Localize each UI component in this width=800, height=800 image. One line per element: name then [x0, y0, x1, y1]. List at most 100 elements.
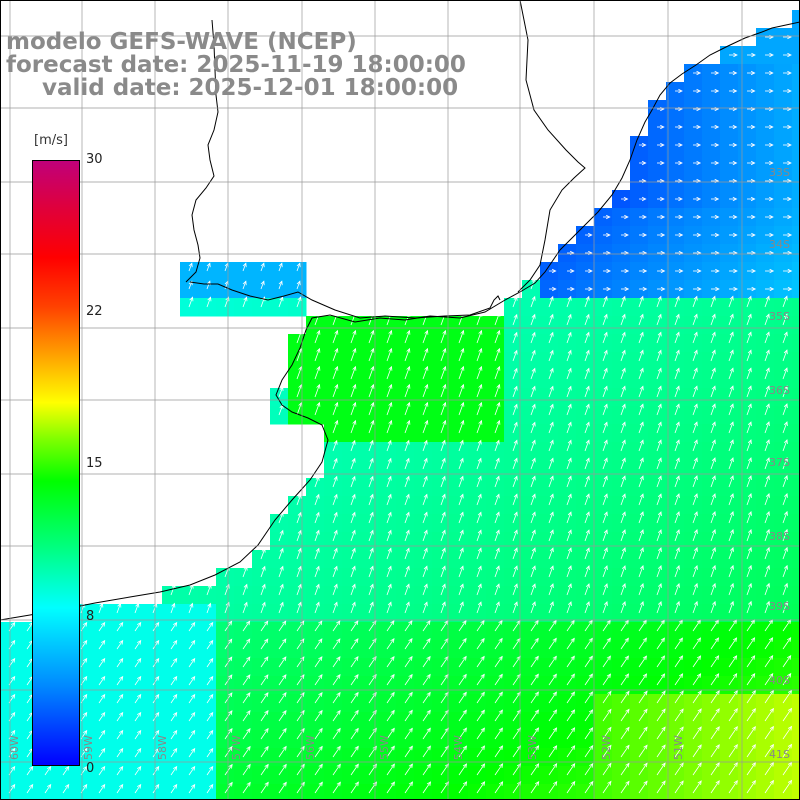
field-cell — [612, 298, 631, 317]
wind-arrow-head — [390, 781, 395, 787]
field-cell — [522, 604, 541, 623]
wind-arrow-head — [390, 655, 395, 661]
field-cell — [414, 406, 433, 425]
field-cell — [558, 406, 577, 425]
wind-arrow — [566, 332, 572, 344]
field-cell — [540, 730, 559, 749]
field-cell — [702, 532, 721, 551]
colorbar — [32, 160, 80, 766]
field-cell — [162, 658, 181, 677]
wind-arrow-head — [642, 268, 648, 274]
wind-arrow — [656, 601, 662, 614]
field-cell — [396, 532, 415, 551]
wind-arrow-head — [607, 726, 612, 732]
forecast-date: forecast date: 2025-11-19 18:00:00 — [6, 52, 466, 78]
wind-arrow — [710, 655, 719, 668]
wind-arrow — [530, 674, 539, 686]
wind-arrow-head — [369, 601, 374, 607]
wind-arrow-head — [747, 493, 752, 498]
wind-arrow-head — [315, 565, 320, 571]
wind-arrow-head — [137, 693, 142, 699]
wind-arrow-head — [424, 347, 429, 353]
field-cell — [378, 658, 397, 677]
field-cell — [630, 532, 649, 551]
field-cell — [198, 280, 217, 299]
field-cell — [270, 748, 289, 767]
field-cell — [360, 658, 379, 677]
wind-arrow-head — [732, 637, 738, 642]
field-cell — [774, 514, 793, 533]
wind-arrow — [134, 622, 142, 632]
field-cell — [126, 658, 145, 677]
wind-arrow — [404, 566, 410, 578]
wind-arrow — [728, 350, 734, 362]
wind-arrow-head — [787, 707, 793, 713]
field-cell — [0, 766, 19, 785]
field-cell — [666, 766, 685, 785]
wind-arrow — [368, 548, 374, 560]
wind-arrow — [656, 529, 662, 542]
wind-arrow — [260, 710, 269, 722]
wind-arrow-head — [660, 232, 666, 238]
wind-arrow — [476, 763, 485, 776]
wind-arrow — [134, 640, 142, 650]
wind-arrow — [746, 619, 755, 632]
wind-arrow-head — [729, 331, 734, 337]
wind-arrow-head — [696, 655, 702, 660]
wind-arrow — [674, 708, 684, 722]
wind-arrow — [422, 366, 428, 380]
wind-arrow — [746, 601, 752, 614]
field-cell — [414, 424, 433, 443]
wind-arrow-head — [460, 383, 465, 389]
field-cell — [504, 496, 523, 515]
field-cell — [360, 514, 379, 533]
wind-arrow-head — [765, 510, 770, 516]
field-cell — [756, 334, 775, 353]
wind-arrow-head — [225, 583, 230, 589]
field-cell — [558, 712, 577, 731]
wind-arrow-head — [567, 601, 572, 606]
wind-arrow — [350, 674, 359, 686]
field-cell — [234, 568, 253, 587]
wind-arrow — [332, 764, 341, 776]
field-cell — [432, 712, 451, 731]
field-cell — [198, 604, 217, 623]
wind-arrow-head — [369, 439, 374, 445]
wind-arrow-head — [534, 709, 539, 715]
wind-arrow-head — [333, 493, 338, 499]
wind-arrow — [764, 637, 773, 650]
wind-arrow-head — [657, 331, 662, 337]
field-cell — [792, 82, 800, 101]
field-cell — [594, 640, 613, 659]
field-cell — [414, 604, 433, 623]
wind-arrow — [278, 602, 284, 614]
field-cell — [270, 550, 289, 569]
wind-arrow — [422, 781, 431, 794]
wind-arrow-head — [173, 657, 178, 663]
wind-arrow-head — [228, 656, 233, 662]
field-cell — [792, 154, 800, 173]
wind-arrow — [710, 565, 716, 578]
wind-arrow — [26, 676, 34, 686]
wind-arrow-head — [478, 383, 483, 389]
wind-arrow — [278, 782, 287, 794]
field-cell — [162, 730, 181, 749]
wind-arrow-head — [243, 583, 248, 589]
wind-arrow-head — [351, 565, 356, 571]
field-cell — [306, 388, 325, 407]
wind-arrow-head — [787, 779, 793, 785]
wind-arrow-head — [661, 744, 666, 750]
wind-arrow-head — [387, 457, 392, 463]
wind-arrow — [764, 762, 774, 776]
field-cell — [648, 316, 667, 335]
field-cell — [270, 532, 289, 551]
wind-arrow — [350, 710, 359, 722]
wind-arrow-head — [300, 620, 305, 626]
field-cell — [666, 586, 685, 605]
field-cell — [792, 640, 800, 659]
wind-arrow-head — [787, 725, 793, 731]
wind-arrow — [638, 781, 648, 794]
wind-arrow — [98, 676, 106, 686]
wind-arrow-head — [660, 124, 665, 130]
wind-arrow — [386, 384, 392, 398]
